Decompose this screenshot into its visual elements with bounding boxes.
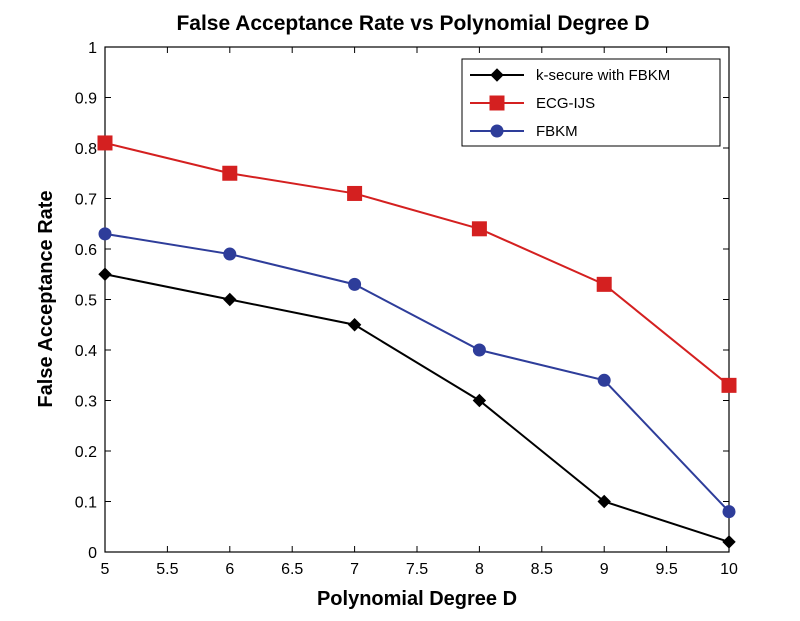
data-point (347, 318, 362, 332)
data-point (472, 393, 487, 408)
data-point (472, 343, 486, 357)
series-ecg-ijs (97, 135, 737, 393)
y-tick-label: 0.3 (75, 394, 97, 411)
x-tick-label: 7 (350, 561, 359, 578)
legend-label: FBKM (536, 123, 578, 140)
y-axis-label: False Acceptance Rate (35, 190, 57, 407)
data-point (222, 165, 238, 181)
x-tick-label: 8.5 (531, 561, 553, 578)
x-axis-ticks: 5 5.5 6 6.5 7 7.5 8 8.5 9 9.5 10 (101, 47, 738, 578)
y-tick-label: 0.5 (75, 293, 97, 310)
data-point (98, 227, 112, 241)
series-layer (97, 135, 737, 549)
data-point (223, 292, 237, 307)
data-point (597, 494, 611, 509)
data-point (347, 185, 363, 201)
data-point (348, 277, 362, 291)
chart-title: False Acceptance Rate vs Polynomial Degr… (176, 12, 649, 35)
legend-marker (489, 95, 505, 111)
y-tick-label: 0.8 (75, 141, 97, 158)
x-tick-label: 10 (720, 561, 738, 578)
series-line (104, 273, 730, 543)
data-point (722, 505, 736, 519)
x-tick-label: 8 (475, 561, 484, 578)
legend-marker (490, 124, 504, 138)
data-point (98, 267, 112, 281)
data-point (597, 373, 611, 387)
y-tick-label: 0.4 (75, 343, 97, 360)
x-axis-label: Polynomial Degree D (317, 588, 517, 610)
y-tick-label: 0.6 (75, 242, 97, 259)
legend-label: ECG-IJS (536, 95, 595, 112)
series-line (104, 141, 730, 387)
y-tick-label: 0.7 (75, 192, 97, 209)
x-tick-label: 9 (600, 561, 609, 578)
data-point (223, 247, 237, 261)
x-tick-label: 7.5 (406, 561, 428, 578)
x-tick-label: 5.5 (156, 561, 178, 578)
data-point (471, 221, 487, 237)
data-point (97, 135, 113, 151)
series-line (104, 232, 730, 513)
series-fbkm (98, 227, 736, 519)
x-tick-label: 6 (225, 561, 234, 578)
legend-marker (490, 68, 504, 82)
y-tick-label: 1 (88, 40, 97, 57)
y-tick-label: 0.1 (75, 495, 97, 512)
data-point (721, 377, 737, 393)
x-tick-label: 6.5 (281, 561, 303, 578)
data-point (722, 535, 736, 549)
y-axis-ticks: 0 0.1 0.2 0.3 0.4 0.5 0.6 0.7 0.8 0.9 1 (75, 40, 729, 562)
legend-label: k-secure with FBKM (536, 67, 670, 84)
data-point (596, 276, 612, 292)
series-k-secure-with-fbkm (98, 267, 736, 549)
legend: k-secure with FBKM ECG-IJS FBKM (461, 58, 721, 147)
y-tick-label: 0.2 (75, 444, 97, 461)
x-tick-label: 5 (101, 561, 110, 578)
y-tick-label: 0.9 (75, 91, 97, 108)
x-tick-label: 9.5 (655, 561, 677, 578)
y-tick-label: 0 (88, 545, 97, 562)
